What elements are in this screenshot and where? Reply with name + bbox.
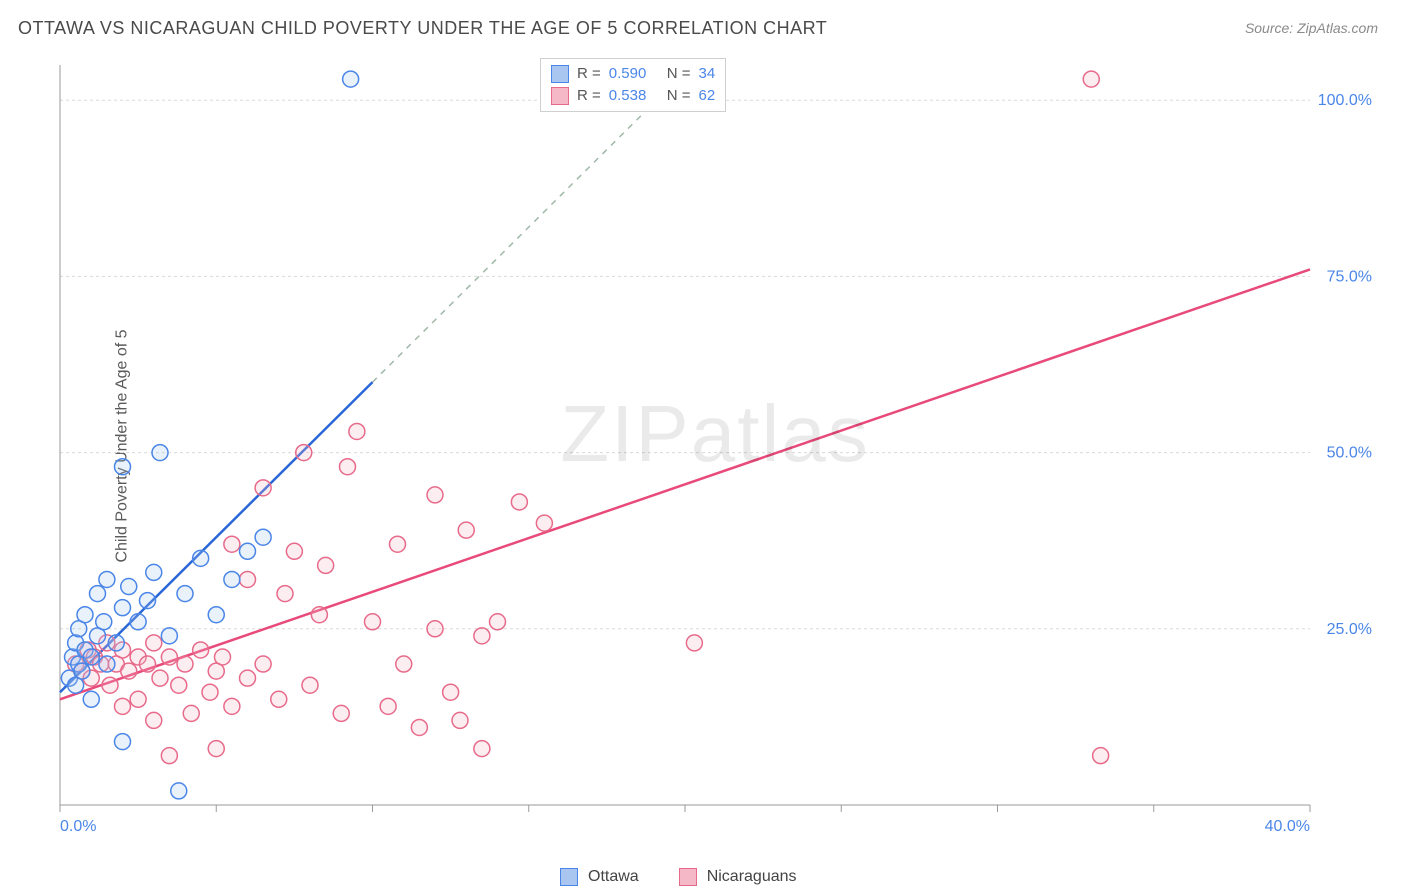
n-label: N = (667, 85, 691, 107)
series-legend: Ottawa Nicaraguans (560, 868, 797, 886)
r-label: R = (577, 85, 601, 107)
legend-swatch (560, 868, 578, 886)
svg-text:75.0%: 75.0% (1327, 268, 1372, 285)
legend-item-ottawa: Ottawa (560, 868, 639, 886)
r-value: 0.590 (609, 63, 659, 85)
r-label: R = (577, 63, 601, 85)
chart-area: 25.0%50.0%75.0%100.0%0.0%40.0% ZIPatlas (50, 55, 1380, 845)
legend-swatch (679, 868, 697, 886)
svg-text:40.0%: 40.0% (1265, 818, 1310, 835)
stats-swatch (551, 65, 569, 83)
legend-label: Nicaraguans (707, 868, 797, 886)
stats-legend: R = 0.590 N = 34 R = 0.538 N = 62 (540, 58, 726, 112)
svg-text:50.0%: 50.0% (1327, 445, 1372, 462)
legend-item-nicaraguans: Nicaraguans (679, 868, 797, 886)
chart-title: OTTAWA VS NICARAGUAN CHILD POVERTY UNDER… (18, 18, 827, 39)
stats-row: R = 0.590 N = 34 (551, 63, 715, 85)
scatter-chart-svg: 25.0% 50.0% 75.0% 100.0% 0.0% 40.0% (50, 55, 1380, 845)
svg-text:100.0%: 100.0% (1318, 92, 1372, 109)
svg-text:0.0%: 0.0% (60, 818, 96, 835)
stats-swatch (551, 87, 569, 105)
stats-row: R = 0.538 N = 62 (551, 85, 715, 107)
source-attribution: Source: ZipAtlas.com (1245, 20, 1378, 36)
r-value: 0.538 (609, 85, 659, 107)
svg-text:25.0%: 25.0% (1327, 621, 1372, 638)
n-value: 62 (699, 85, 716, 107)
n-label: N = (667, 63, 691, 85)
legend-label: Ottawa (588, 868, 639, 886)
n-value: 34 (699, 63, 716, 85)
